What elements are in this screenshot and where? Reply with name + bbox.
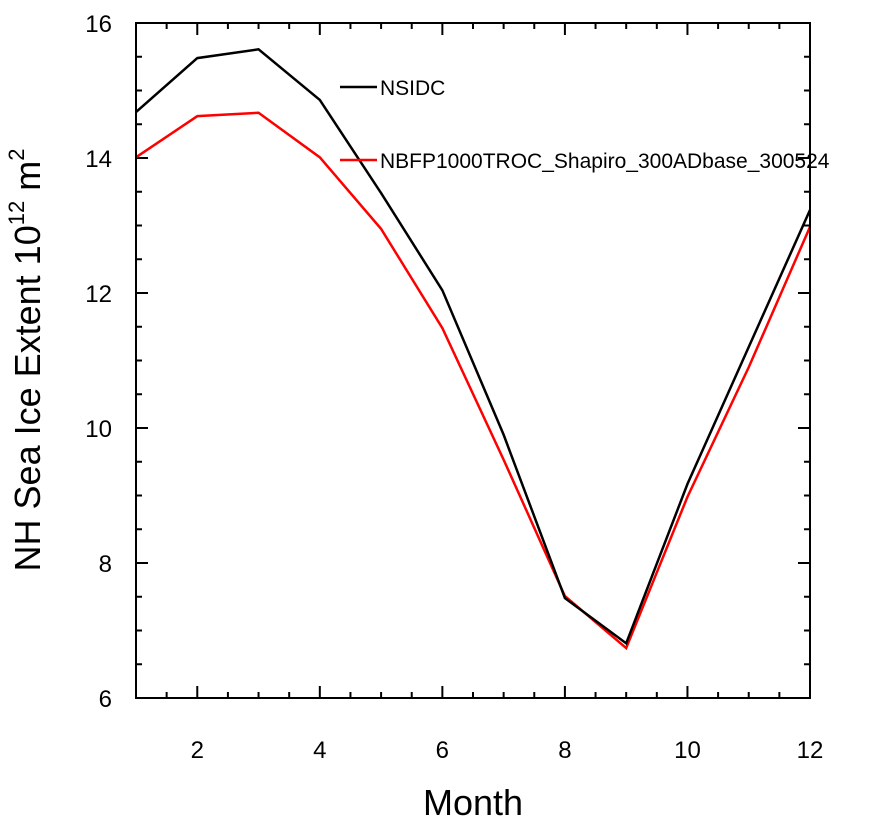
y-tick-label: 12 [85, 281, 112, 308]
y-tick-label: 10 [85, 416, 112, 443]
x-tick-label: 6 [436, 737, 449, 764]
y-tick-label: 6 [99, 686, 112, 713]
series-line [135, 111, 812, 651]
legend: NSIDC NBFP1000TROC_Shapiro_300ADbase_3005… [340, 77, 830, 173]
series-lines [135, 48, 812, 651]
tick-labels: 2 4 6 8 10 12 6 8 10 12 14 16 [85, 11, 823, 764]
x-tick-label: 2 [191, 737, 204, 764]
x-tick-label: 12 [797, 737, 824, 764]
y-axis-label: NH Sea Ice Extent 1012 m2 [4, 149, 48, 572]
y-tick-label: 16 [85, 11, 112, 38]
x-tick-label: 4 [313, 737, 326, 764]
series-line [135, 48, 812, 646]
x-tick-label: 8 [558, 737, 571, 764]
y-tick-label: 14 [85, 146, 112, 173]
legend-label: NSIDC [380, 77, 445, 100]
y-tick-label: 8 [99, 551, 112, 578]
x-axis-label: Month [423, 782, 523, 822]
plot-frame [135, 22, 811, 699]
x-tick-label: 10 [674, 737, 701, 764]
legend-label: NBFP1000TROC_Shapiro_300ADbase_300524 [380, 150, 830, 173]
